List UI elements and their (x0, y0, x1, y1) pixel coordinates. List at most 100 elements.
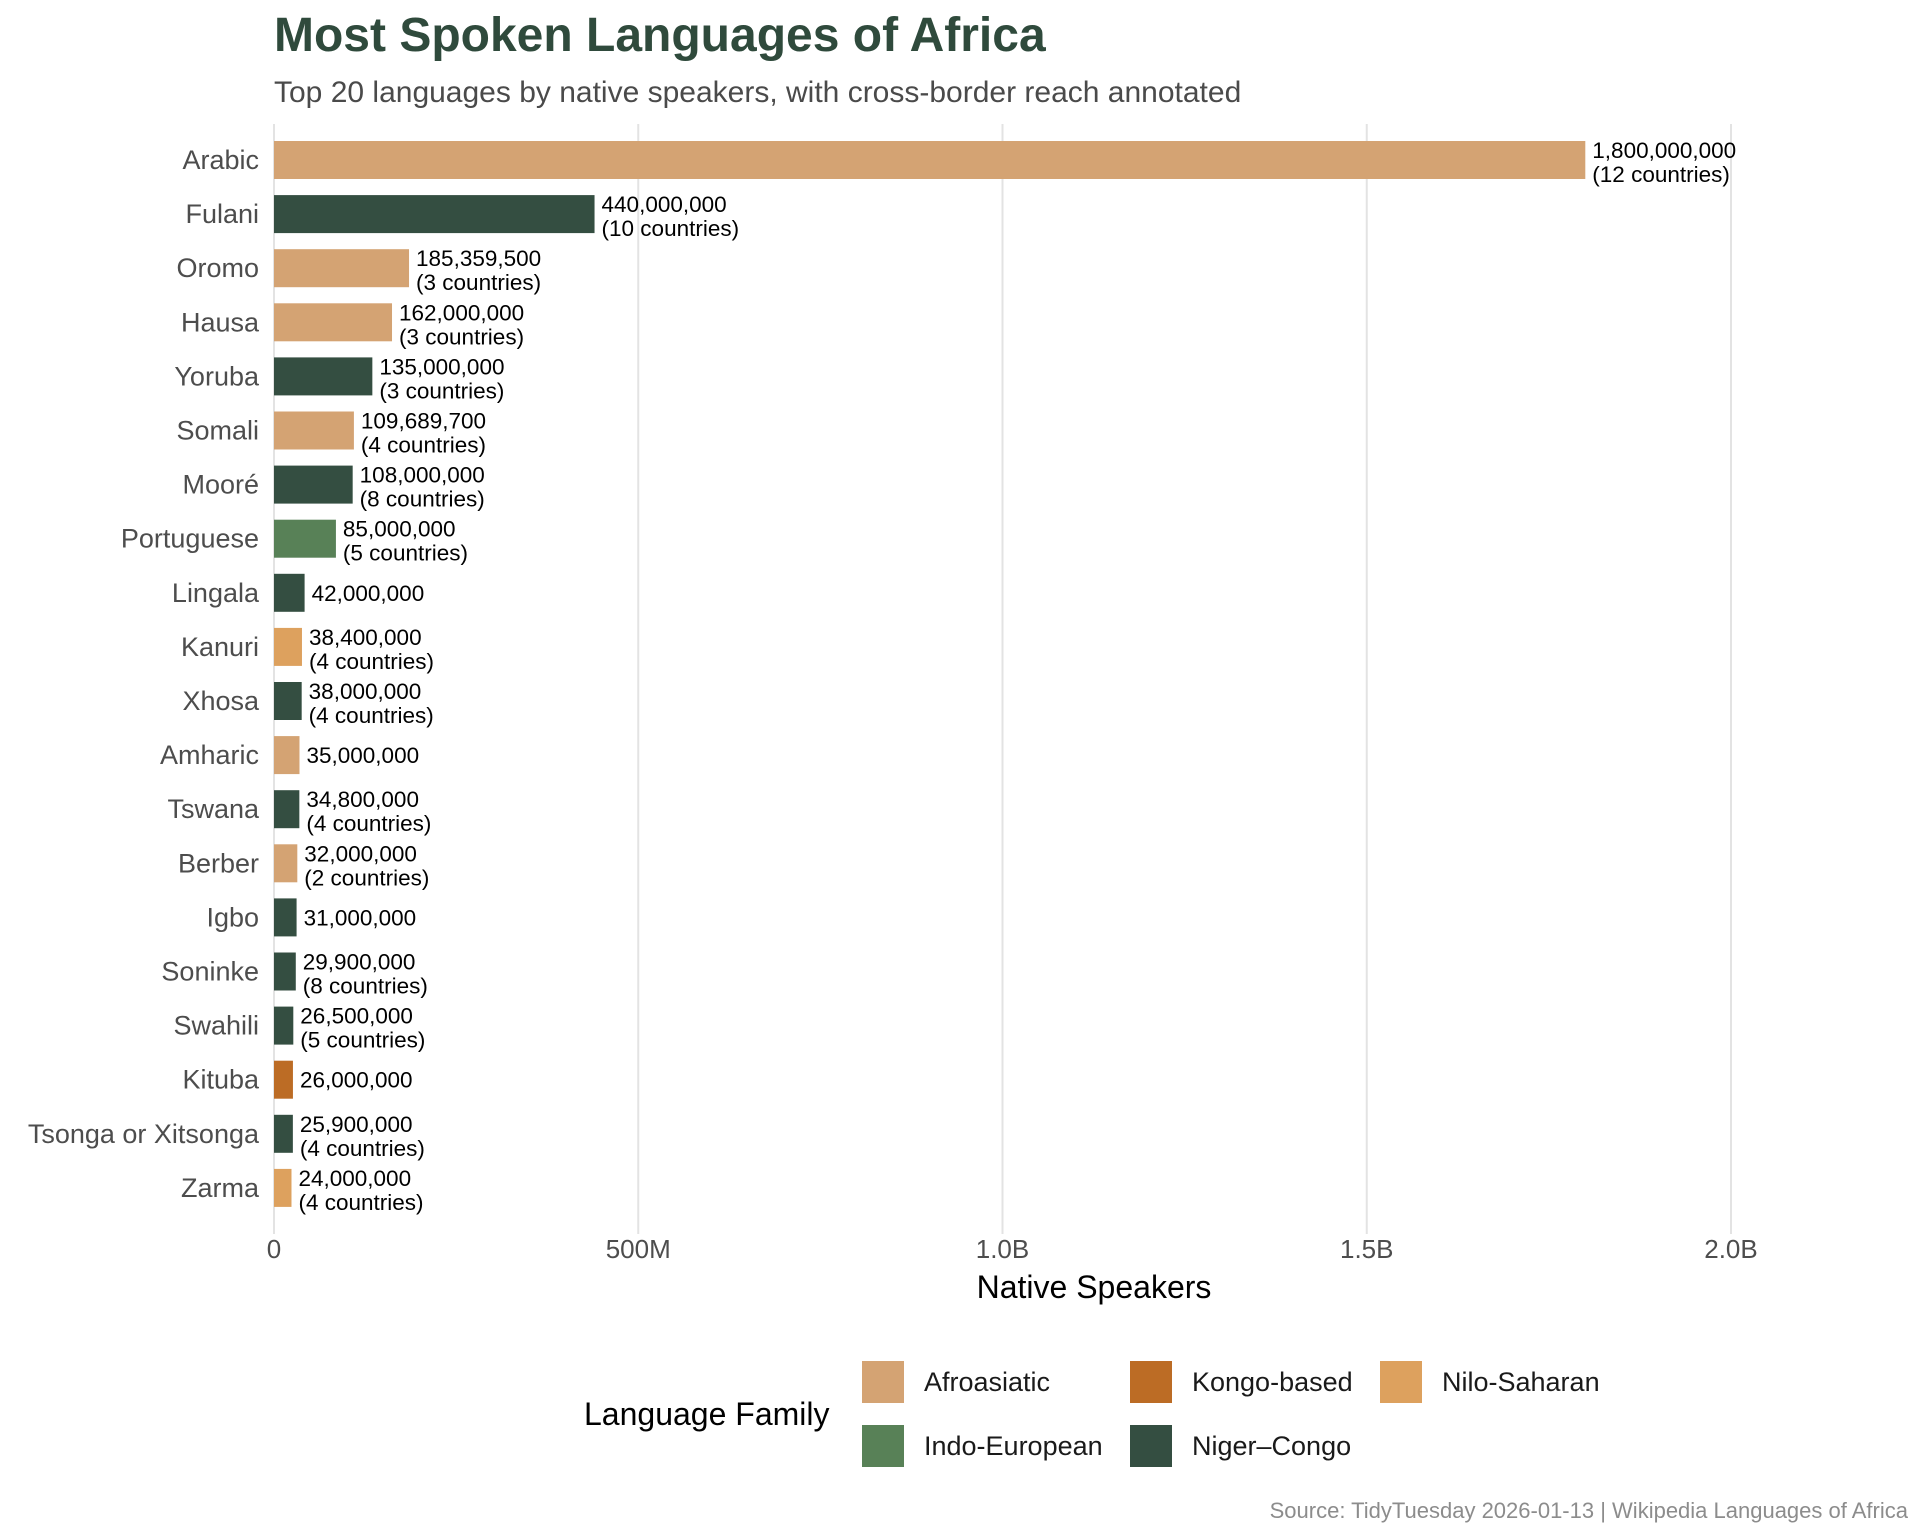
legend-swatch (1130, 1361, 1172, 1403)
bar-yoruba (274, 357, 373, 396)
bar-tsonga-or-xitsonga (274, 1114, 293, 1153)
bar-somali (274, 411, 354, 450)
legend-swatch (1130, 1425, 1172, 1467)
bars (274, 141, 1586, 1207)
category-label: Xhosa (182, 686, 260, 716)
value-label: 24,000,000 (298, 1166, 411, 1191)
legend-label: Kongo-based (1192, 1366, 1353, 1397)
legend-item-indo-european: Indo-European (862, 1424, 1103, 1468)
x-tick-label: 1.0B (976, 1234, 1030, 1264)
x-tick-label: 0 (267, 1234, 281, 1264)
category-label: Arabic (182, 145, 259, 175)
value-label: 29,900,000 (303, 950, 416, 975)
countries-label: (8 countries) (303, 974, 428, 999)
legend-item-kongo-based: Kongo-based (1130, 1360, 1353, 1404)
value-label: 35,000,000 (306, 743, 419, 768)
countries-label: (5 countries) (300, 1028, 425, 1053)
bar-tswana (274, 790, 300, 829)
countries-label: (4 countries) (298, 1190, 423, 1215)
x-axis-ticks: 0 500M 1.0B 1.5B 2.0B (267, 1234, 1758, 1264)
legend-label: Indo-European (924, 1430, 1103, 1461)
value-label: 185,359,500 (416, 246, 541, 271)
legend-item-afroasiatic: Afroasiatic (862, 1360, 1050, 1404)
legend-label: Niger–Congo (1192, 1430, 1352, 1461)
countries-label: (4 countries) (309, 703, 434, 728)
countries-label: (3 countries) (399, 324, 524, 349)
bar-kanuri (274, 627, 302, 666)
x-tick-label: 1.5B (1340, 1234, 1394, 1264)
category-label: Kituba (182, 1065, 260, 1095)
category-label: Zarma (181, 1173, 260, 1203)
countries-label: (2 countries) (304, 865, 429, 890)
value-label: 25,900,000 (300, 1112, 413, 1137)
category-label: Amharic (160, 740, 259, 770)
category-label: Tswana (167, 794, 260, 824)
bar-portuguese (274, 519, 336, 558)
category-label: Fulani (185, 199, 259, 229)
x-tick-label: 2.0B (1704, 1234, 1758, 1264)
bar-hausa (274, 303, 393, 342)
legend-label: Nilo-Saharan (1442, 1366, 1600, 1397)
category-label: Portuguese (121, 524, 259, 554)
countries-label: (3 countries) (416, 270, 541, 295)
category-label: Lingala (172, 578, 260, 608)
bar-chart: Arabic Fulani Oromo Hausa Yoruba Somali Mooré P… (28, 124, 1758, 1305)
category-label: Somali (176, 416, 259, 446)
legend-swatch (862, 1361, 904, 1403)
x-tick-label: 500M (606, 1234, 671, 1264)
bar-lingala (274, 573, 305, 612)
countries-label: (3 countries) (379, 378, 504, 403)
value-label: 32,000,000 (304, 841, 417, 866)
bar-xhosa (274, 682, 302, 720)
category-labels: Arabic Fulani Oromo Hausa Yoruba Somali Mooré P… (28, 145, 260, 1203)
chart-title: Most Spoken Languages of Africa (274, 9, 1046, 62)
chart-subtitle: Top 20 languages by native speakers, wit… (274, 76, 1242, 109)
category-label: Hausa (181, 307, 260, 337)
countries-label: (4 countries) (309, 649, 434, 674)
value-label: 108,000,000 (360, 463, 485, 488)
bar-fulani (274, 195, 595, 234)
category-label: Kanuri (181, 632, 259, 662)
category-label: Oromo (176, 253, 259, 283)
countries-label: (4 countries) (300, 1136, 425, 1161)
countries-label: (5 countries) (343, 541, 468, 566)
bar-kituba (274, 1060, 293, 1099)
bar-moore (274, 465, 353, 504)
bar-igbo (274, 898, 297, 937)
value-label: 38,400,000 (309, 625, 422, 650)
category-label: Swahili (173, 1011, 259, 1041)
value-label: 85,000,000 (343, 517, 456, 542)
legend-item-niger-congo: Niger–Congo (1130, 1424, 1351, 1468)
bar-swahili (274, 1006, 294, 1045)
legend-title: Language Family (584, 1396, 830, 1432)
category-label: Berber (178, 848, 259, 878)
category-label: Mooré (182, 470, 259, 500)
value-label: 1,800,000,000 (1592, 138, 1736, 163)
value-label: 31,000,000 (304, 905, 417, 930)
legend-item-nilo-saharan: Nilo-Saharan (1380, 1360, 1600, 1404)
bar-arabic (274, 141, 1586, 179)
countries-label: (12 countries) (1592, 162, 1730, 187)
legend-label: Afroasiatic (924, 1366, 1051, 1397)
bar-oromo (274, 249, 410, 288)
countries-label: (8 countries) (360, 487, 485, 512)
value-label: 26,000,000 (300, 1068, 413, 1093)
value-label: 162,000,000 (399, 300, 524, 325)
value-labels: 1,800,000,000(12 countries) 440,000,000(1… (298, 138, 1736, 1215)
value-label: 38,000,000 (309, 679, 422, 704)
value-label: 109,689,700 (361, 409, 486, 434)
value-label: 135,000,000 (379, 354, 504, 379)
bar-soninke (274, 952, 296, 991)
category-label: Yoruba (174, 361, 260, 391)
bar-zarma (274, 1168, 292, 1207)
legend-swatch (1380, 1361, 1422, 1403)
category-label: Tsonga or Xitsonga (28, 1119, 260, 1149)
source-caption: Source: TidyTuesday 2026-01-13 | Wikiped… (1269, 1498, 1908, 1523)
bar-amharic (274, 736, 300, 775)
value-label: 440,000,000 (602, 192, 727, 217)
value-label: 26,500,000 (300, 1004, 413, 1029)
countries-label: (4 countries) (361, 433, 486, 458)
value-label: 34,800,000 (306, 787, 419, 812)
value-label: 42,000,000 (312, 581, 425, 606)
countries-label: (10 countries) (602, 216, 740, 241)
